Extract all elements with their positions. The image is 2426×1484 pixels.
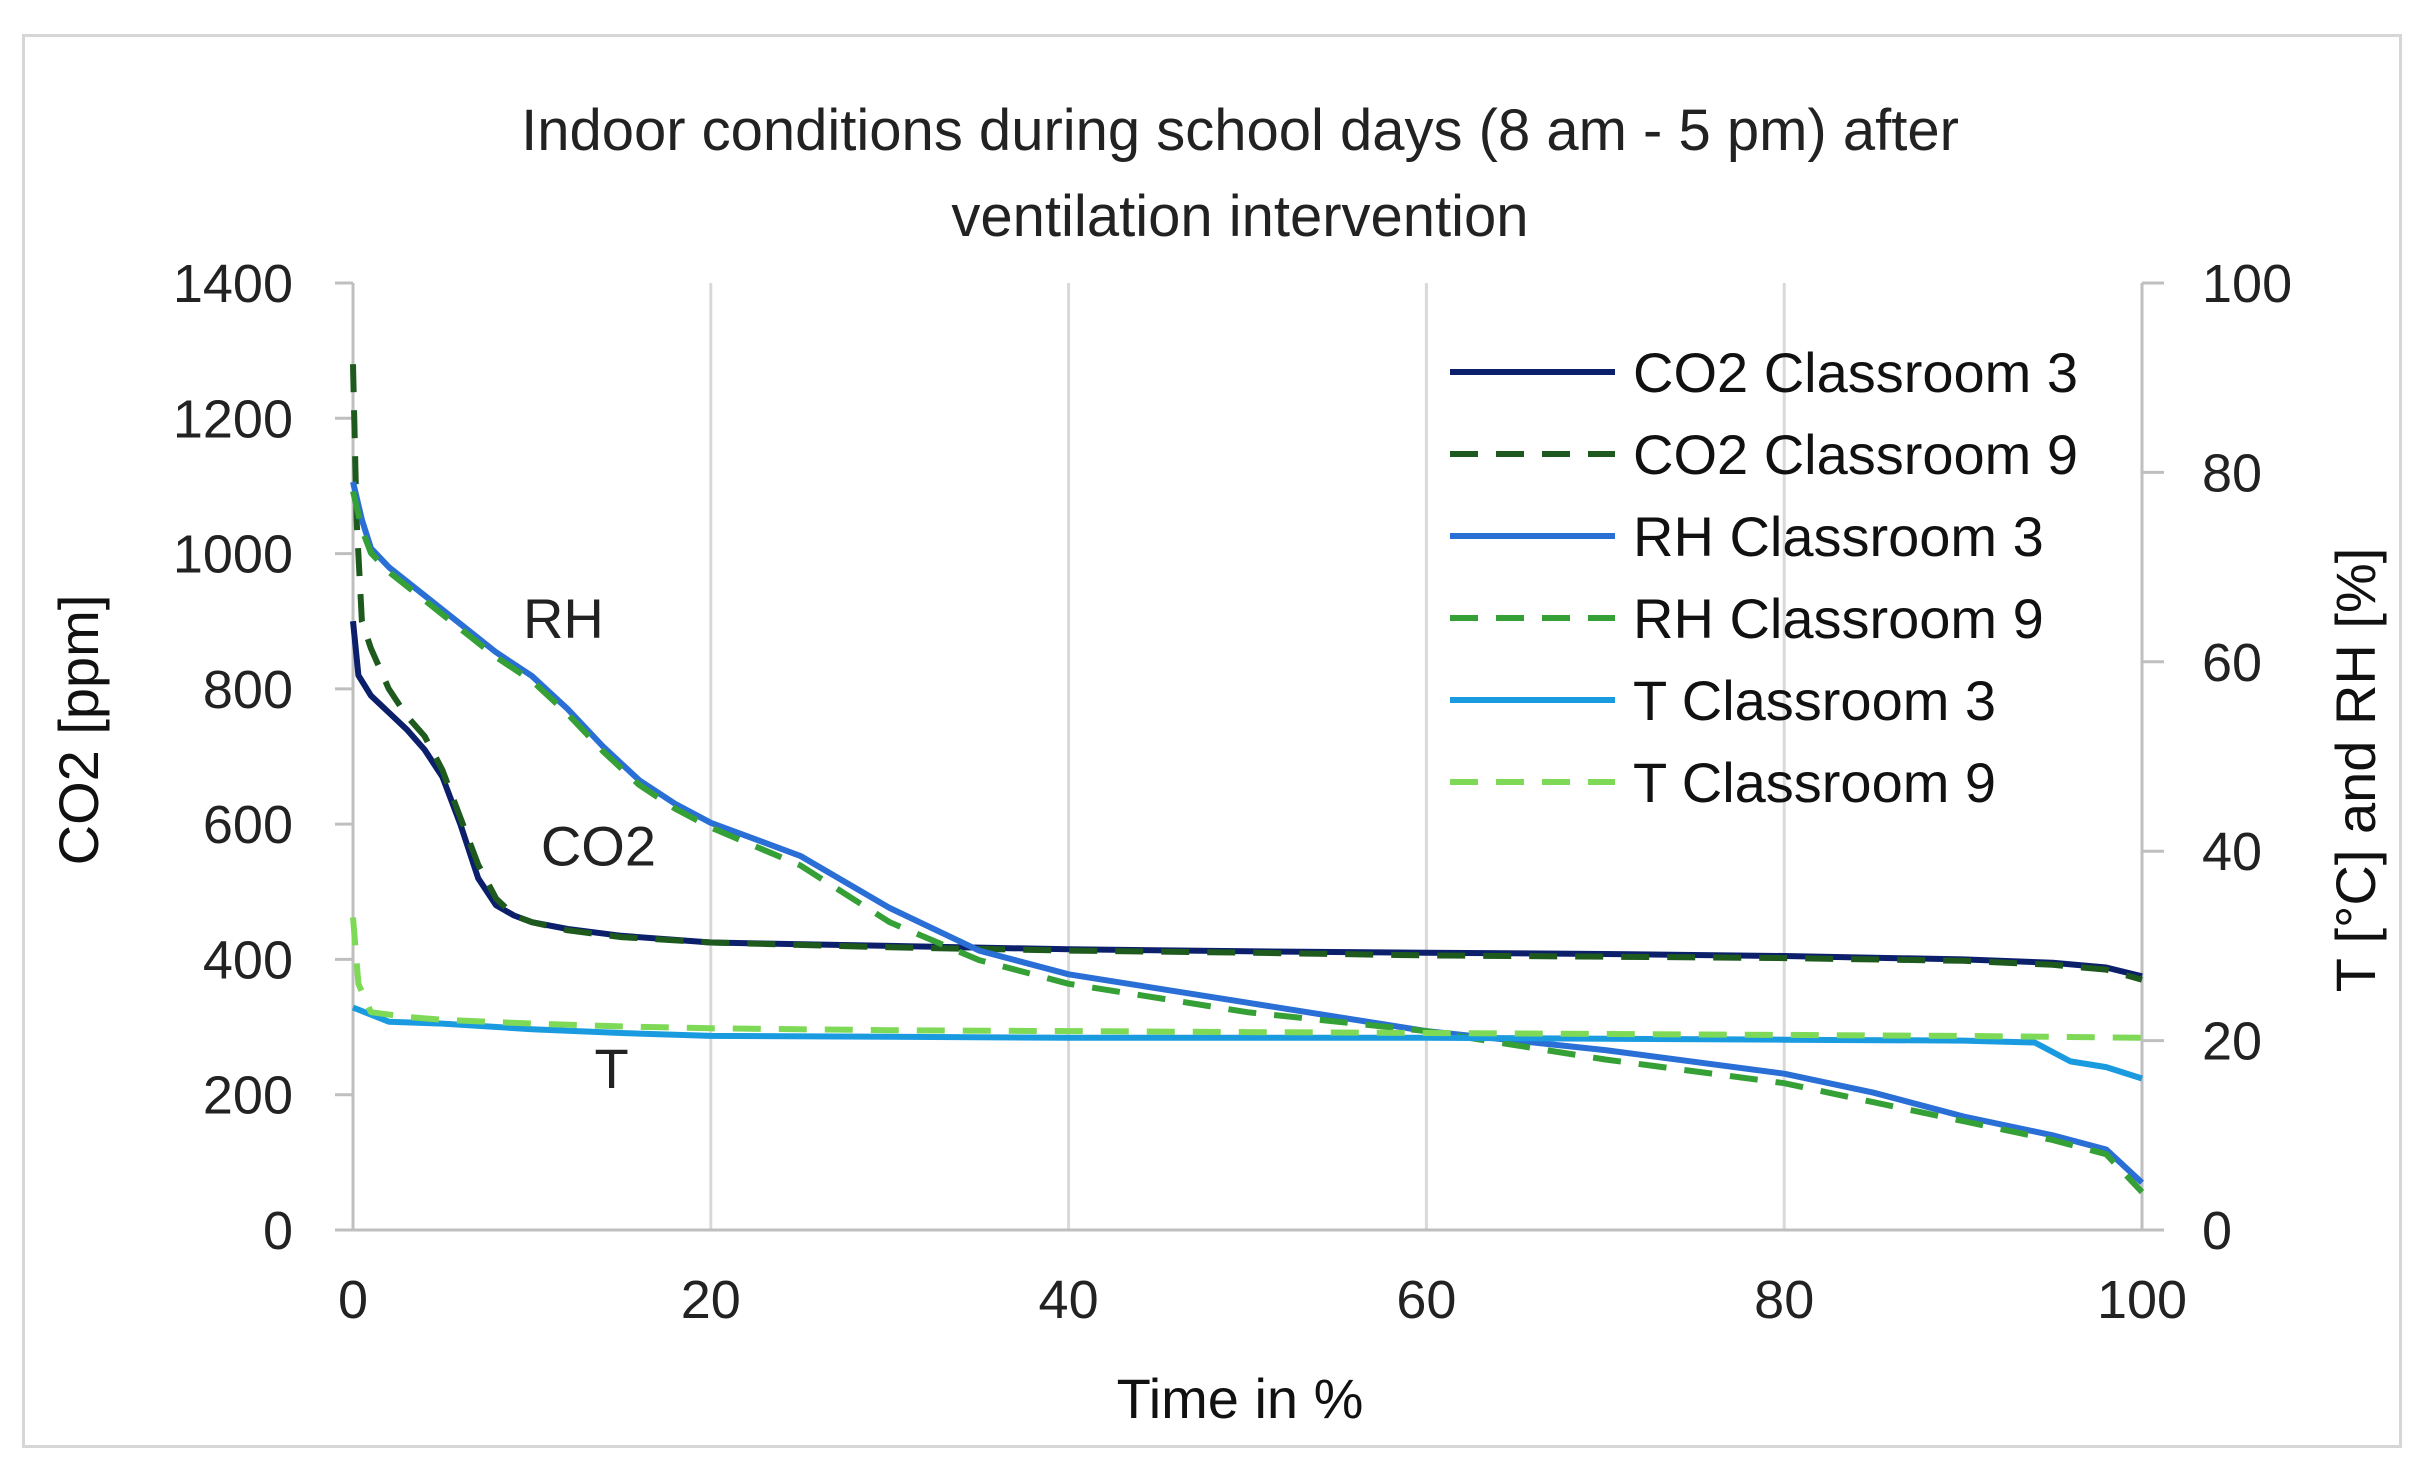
y-tick-label-800: 800 xyxy=(203,660,293,720)
legend-label-2: CO2 Classroom 9 xyxy=(1633,423,2078,486)
annotation-co2: CO2 xyxy=(541,814,656,877)
y2-tick-label-20: 20 xyxy=(2202,1012,2262,1072)
legend-label-1: CO2 Classroom 3 xyxy=(1633,341,2078,404)
title-line-2: ventilation intervention xyxy=(951,184,1528,249)
chart-title: Indoor conditions during school days (8 … xyxy=(521,98,1959,249)
x-tick-label-0: 0 xyxy=(338,1270,368,1330)
x-tick-label-60: 60 xyxy=(1396,1270,1456,1330)
legend-label-4: RH Classroom 9 xyxy=(1633,587,2044,650)
y-tick-label-1000: 1000 xyxy=(173,525,293,585)
legend-label-5: T Classroom 3 xyxy=(1633,669,1996,732)
y-tick-label-1200: 1200 xyxy=(173,389,293,449)
x-tick-label-20: 20 xyxy=(681,1270,741,1330)
axes xyxy=(335,281,2164,1232)
annotations: RH CO2 T xyxy=(523,587,656,1100)
x-tick-label-40: 40 xyxy=(1039,1270,1099,1330)
x-axis-label: Time in % xyxy=(1117,1367,1364,1430)
series-line-t-classroom-3 xyxy=(351,1004,2143,1082)
series-line-rh-classroom-9 xyxy=(350,490,2145,1195)
tick-labels: 0 20 40 60 80 1000200400600800100012001400020… xyxy=(173,254,2292,1330)
y2-tick-label-40: 40 xyxy=(2202,822,2262,882)
y2-tick-label-80: 80 xyxy=(2202,443,2262,503)
series xyxy=(350,364,2145,1195)
legend: CO2 Classroom 3 CO2 Classroom 9 RH Classro… xyxy=(1450,341,2078,814)
x-tick-label-100: 100 xyxy=(2097,1270,2187,1330)
series-line-co2-classroom-9 xyxy=(350,364,2143,983)
annotation-t: T xyxy=(595,1037,629,1100)
x-tick-label-80: 80 xyxy=(1754,1270,1814,1330)
y-tick-label-400: 400 xyxy=(203,930,293,990)
series-line-t-classroom-9 xyxy=(350,917,2143,1041)
legend-label-6: T Classroom 9 xyxy=(1633,751,1996,814)
series-line-rh-classroom-3 xyxy=(350,481,2145,1185)
y-tick-label-200: 200 xyxy=(203,1066,293,1126)
annotation-rh: RH xyxy=(523,587,604,650)
title-line-1: Indoor conditions during school days (8 … xyxy=(521,98,1959,163)
legend-label-3: RH Classroom 3 xyxy=(1633,505,2044,568)
y2-axis-label: T [°C] and RH [%] xyxy=(2324,548,2387,993)
y-tick-label-0: 0 xyxy=(263,1201,293,1261)
y2-tick-label-100: 100 xyxy=(2202,254,2292,314)
y-axis-label: CO2 [ppm] xyxy=(47,595,110,866)
y2-tick-label-0: 0 xyxy=(2202,1201,2232,1261)
y-tick-label-600: 600 xyxy=(203,795,293,855)
y-tick-label-1400: 1400 xyxy=(173,254,293,314)
y2-tick-label-60: 60 xyxy=(2202,633,2262,693)
